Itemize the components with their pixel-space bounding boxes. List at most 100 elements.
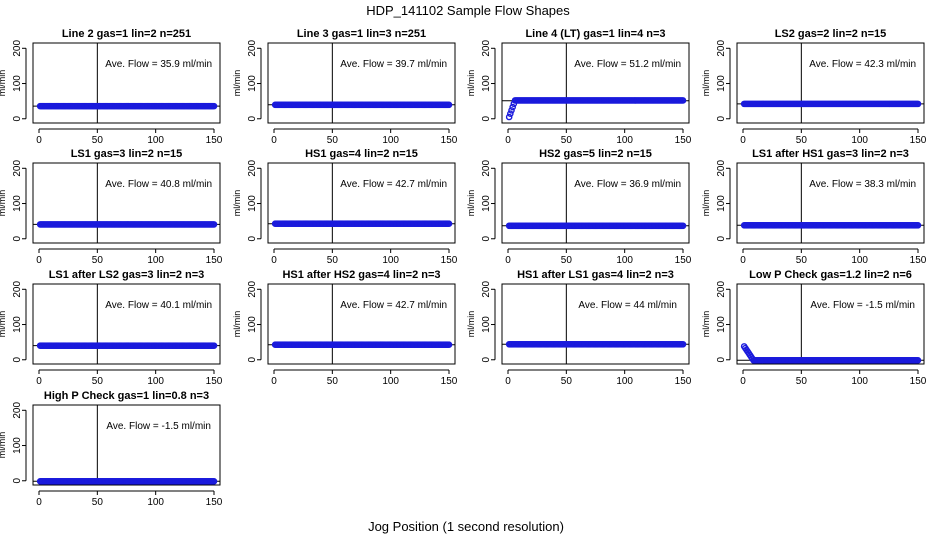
plot-frame	[501, 283, 690, 365]
x-tick-label: 0	[740, 135, 746, 146]
y-tick-label: 200	[12, 281, 23, 298]
avg-flow-annotation: Ave. Flow = 42.7 ml/min	[340, 179, 447, 190]
panel-title: HS1 after LS1 gas=4 lin=2 n=3	[517, 269, 674, 281]
figure-title: HDP_141102 Sample Flow Shapes	[366, 3, 570, 18]
avg-flow-annotation: Ave. Flow = 36.9 ml/min	[574, 179, 681, 190]
x-tick-label: 100	[616, 255, 633, 266]
plot-frame	[267, 162, 456, 244]
avg-flow-annotation: Ave. Flow = 44 ml/min	[578, 300, 676, 311]
avg-flow-annotation: Ave. Flow = 35.9 ml/min	[105, 59, 212, 70]
data-points	[271, 101, 453, 109]
x-tick-label: 100	[147, 135, 164, 146]
y-tick-label: 100	[481, 75, 492, 92]
data-point	[445, 101, 453, 109]
x-tick-label: 100	[147, 497, 164, 508]
y-axis-label: ml/min	[0, 190, 7, 217]
panel: Low P Check gas=1.2 lin=2 n=6 0 100 200 ml/m…	[701, 269, 927, 387]
x-tick-label: 50	[327, 255, 339, 266]
y-tick-label: 100	[716, 195, 727, 212]
data-point	[210, 102, 218, 110]
data-points	[271, 220, 453, 228]
data-point	[210, 342, 218, 349]
y-tick-label: 200	[12, 160, 23, 177]
x-tick-label: 100	[616, 376, 633, 387]
x-tick-label: 50	[561, 135, 573, 146]
x-tick-label: 150	[675, 135, 692, 146]
y-tick-label: 100	[481, 195, 492, 212]
x-tick-label: 0	[36, 255, 42, 266]
y-axis-label: ml/min	[701, 190, 711, 217]
plot-frame	[736, 42, 925, 124]
plot-frame	[736, 283, 925, 365]
x-tick-label: 50	[561, 255, 573, 266]
x-tick-label: 100	[382, 255, 399, 266]
panel: HS1 after LS1 gas=4 lin=2 n=3 0 100 200 ml/m…	[466, 269, 692, 387]
panel-title: HS1 after HS2 gas=4 lin=2 n=3	[282, 269, 440, 281]
y-tick-label: 200	[716, 281, 727, 298]
panel-title: HS2 gas=5 lin=2 n=15	[539, 148, 652, 160]
y-axis-label: ml/min	[701, 311, 711, 338]
data-point	[914, 100, 922, 108]
plot-frame	[32, 162, 221, 244]
y-axis-label: ml/min	[232, 190, 242, 217]
y-tick-label: 0	[12, 357, 23, 363]
avg-flow-annotation: Ave. Flow = 40.8 ml/min	[105, 179, 212, 190]
data-point	[210, 477, 218, 485]
x-tick-label: 150	[910, 135, 927, 146]
avg-flow-annotation: Ave. Flow = -1.5 ml/min	[106, 421, 211, 432]
y-tick-label: 100	[12, 75, 23, 92]
x-tick-label: 0	[36, 376, 42, 387]
avg-flow-annotation: Ave. Flow = 42.3 ml/min	[809, 59, 916, 70]
y-axis-label: ml/min	[466, 70, 476, 97]
y-axis-label: ml/min	[0, 432, 7, 459]
avg-flow-annotation: Ave. Flow = 42.7 ml/min	[340, 300, 447, 311]
y-tick-label: 0	[12, 236, 23, 242]
data-points	[36, 342, 218, 349]
data-points	[740, 343, 922, 364]
panel: LS2 gas=2 lin=2 n=15 0 100 200 ml/min 0 50 100 1…	[701, 28, 927, 146]
y-tick-label: 200	[716, 40, 727, 57]
panel-title: Low P Check gas=1.2 lin=2 n=6	[749, 269, 912, 281]
data-point	[445, 220, 453, 228]
y-tick-label: 200	[481, 40, 492, 57]
x-tick-label: 50	[796, 135, 808, 146]
panel-title: LS1 after LS2 gas=3 lin=2 n=3	[49, 269, 205, 281]
y-tick-label: 100	[247, 195, 258, 212]
figure-xlabel: Jog Position (1 second resolution)	[368, 519, 564, 534]
data-points	[271, 341, 453, 349]
panel-title: LS1 after HS1 gas=3 lin=2 n=3	[752, 148, 909, 160]
x-tick-label: 50	[327, 135, 339, 146]
y-axis-label: ml/min	[0, 311, 7, 338]
x-tick-label: 50	[796, 255, 808, 266]
x-tick-label: 50	[92, 255, 104, 266]
avg-flow-annotation: Ave. Flow = 40.1 ml/min	[105, 300, 212, 311]
y-tick-label: 200	[481, 160, 492, 177]
panel: Line 2 gas=1 lin=2 n=251 0 100 200 ml/min 0 50…	[0, 28, 223, 146]
panel: HS2 gas=5 lin=2 n=15 0 100 200 ml/min 0 50 100 1…	[466, 148, 692, 266]
y-tick-label: 100	[12, 316, 23, 333]
avg-flow-annotation: Ave. Flow = -1.5 ml/min	[810, 300, 915, 311]
y-tick-label: 0	[247, 116, 258, 122]
x-tick-label: 0	[36, 497, 42, 508]
plot-frame	[32, 42, 221, 124]
x-tick-label: 0	[505, 135, 511, 146]
y-tick-label: 100	[247, 75, 258, 92]
panels: Line 2 gas=1 lin=2 n=251 0 100 200 ml/min 0 50…	[0, 28, 927, 508]
x-tick-label: 150	[441, 255, 458, 266]
data-points	[740, 221, 922, 229]
y-axis-label: ml/min	[232, 311, 242, 338]
y-tick-label: 200	[12, 402, 23, 419]
x-tick-label: 100	[851, 376, 868, 387]
panel: Line 3 gas=1 lin=3 n=251 0 100 200 ml/min 0 50…	[232, 28, 458, 146]
x-tick-label: 50	[92, 497, 104, 508]
x-tick-label: 150	[910, 255, 927, 266]
data-points	[505, 222, 687, 230]
x-tick-label: 150	[441, 376, 458, 387]
y-tick-label: 200	[247, 160, 258, 177]
y-tick-label: 200	[716, 160, 727, 177]
data-point	[914, 221, 922, 229]
x-tick-label: 100	[147, 255, 164, 266]
x-tick-label: 50	[327, 376, 339, 387]
x-tick-label: 0	[740, 376, 746, 387]
y-tick-label: 0	[716, 357, 727, 363]
